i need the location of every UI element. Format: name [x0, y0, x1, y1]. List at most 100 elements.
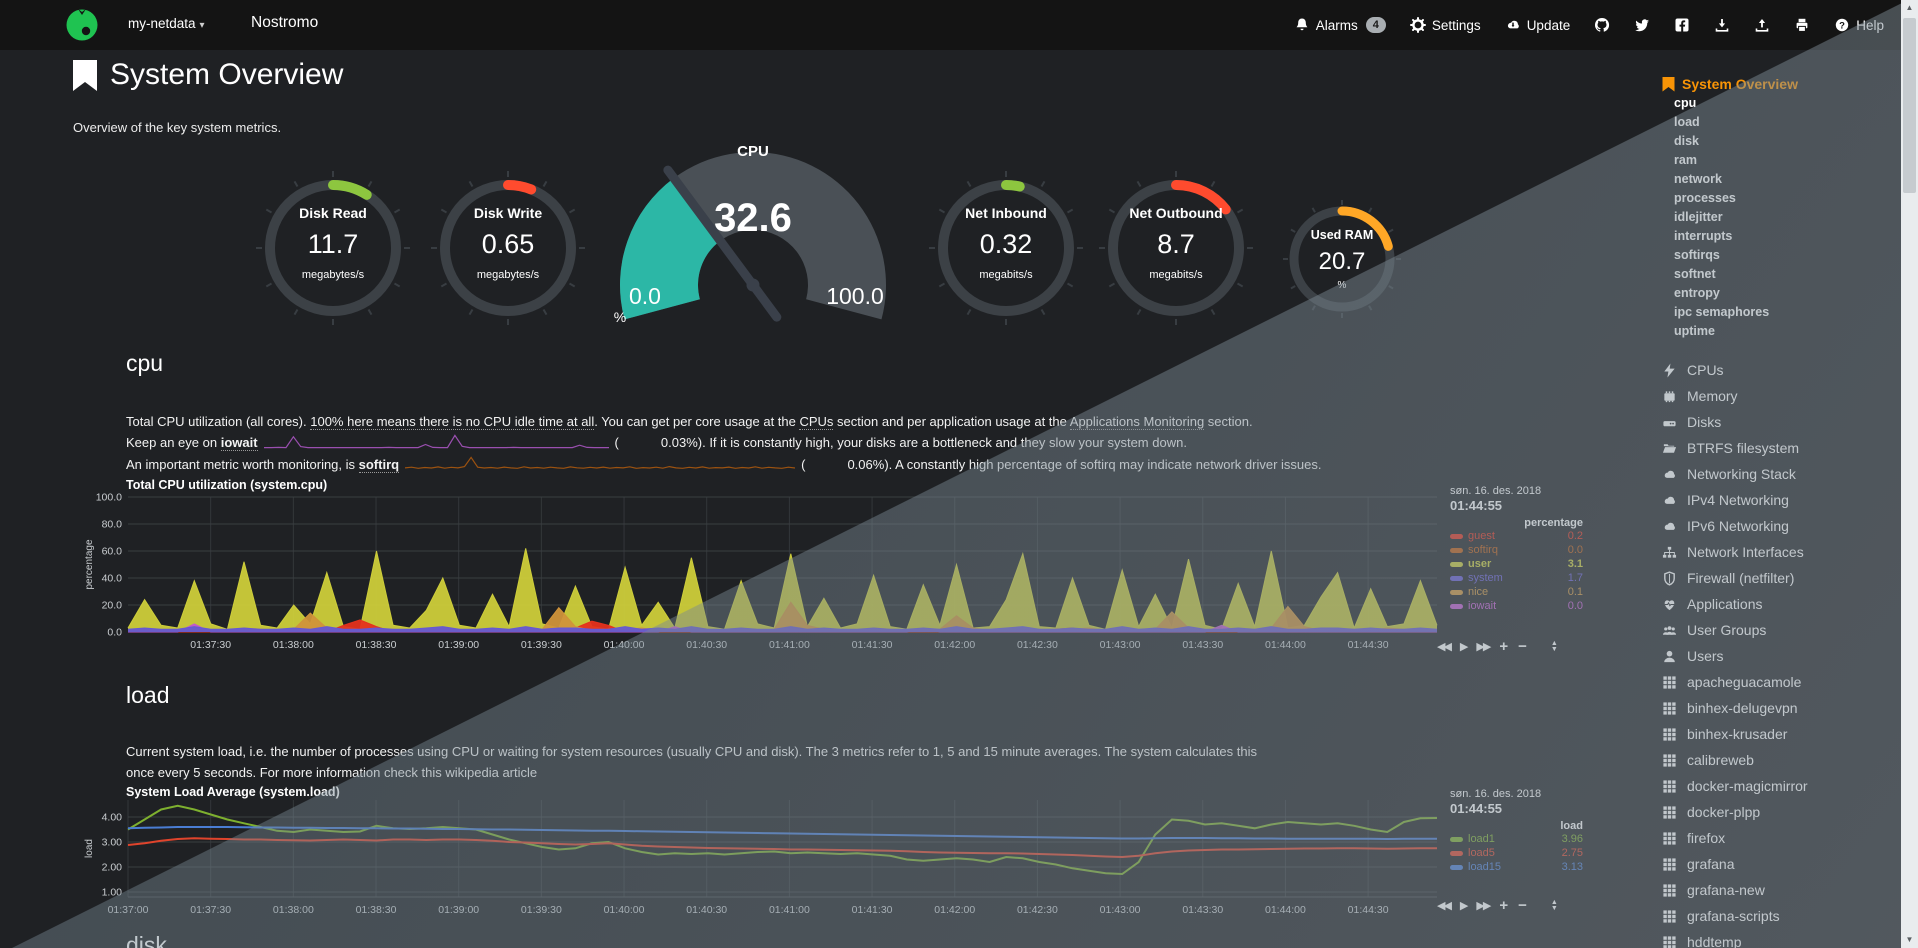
sidebar-menu: System Overview cpu load disk ram network pro… — [1662, 72, 1900, 948]
sidebar-subitem[interactable]: network — [1674, 172, 1722, 186]
sidebar-item[interactable]: binhex-krusader — [1662, 721, 1900, 747]
sidebar-subitem[interactable]: processes — [1674, 191, 1736, 205]
svg-text:01:42:30: 01:42:30 — [1017, 639, 1058, 651]
sidebar-item[interactable]: BTRFS filesystem — [1662, 435, 1900, 461]
twitter-icon[interactable] — [1634, 17, 1650, 33]
sidebar-item-label: Disks — [1687, 414, 1722, 430]
sidebar-item[interactable]: User Groups — [1662, 617, 1900, 643]
sidebar-item[interactable]: Users — [1662, 643, 1900, 669]
sidebar-item[interactable]: Memory — [1662, 383, 1900, 409]
sidebar-subitems: cpu load disk ram network processes idlejitter… — [1662, 96, 1900, 343]
sidebar-item-label: Firewall (netfilter) — [1687, 570, 1795, 586]
sidebar-item-label: Memory — [1687, 388, 1738, 404]
scroll-up-arrow[interactable]: ▲ — [1905, 3, 1914, 12]
svg-text:?: ? — [1839, 20, 1845, 31]
svg-text:01:38:30: 01:38:30 — [356, 904, 397, 916]
svg-text:01:39:00: 01:39:00 — [438, 904, 479, 916]
svg-text:01:42:00: 01:42:00 — [934, 904, 975, 916]
scroll-down-arrow[interactable]: ▼ — [1905, 935, 1914, 944]
upload-icon[interactable] — [1754, 17, 1770, 33]
sidebar-item[interactable]: CPUs — [1662, 357, 1900, 383]
svg-text:01:42:30: 01:42:30 — [1017, 904, 1058, 916]
sidebar-subitem[interactable]: entropy — [1674, 286, 1720, 300]
sidebar-subitem[interactable]: ram — [1674, 153, 1697, 167]
sidebar-item-label: calibreweb — [1687, 752, 1754, 768]
page-scrollbar[interactable]: ▲ ▼ — [1901, 0, 1918, 948]
sidebar-item[interactable]: docker-magicmirror — [1662, 773, 1900, 799]
svg-text:4.00: 4.00 — [102, 812, 123, 824]
sidebar-item[interactable]: Networking Stack — [1662, 461, 1900, 487]
sidebar-item[interactable]: firefox — [1662, 825, 1900, 851]
svg-text:1.00: 1.00 — [102, 887, 123, 899]
sidebar-item[interactable]: binhex-delugevpn — [1662, 695, 1900, 721]
sidebar-item[interactable]: Disks — [1662, 409, 1900, 435]
netdata-logo[interactable] — [64, 7, 100, 43]
sidebar-item[interactable]: grafana — [1662, 851, 1900, 877]
sidebar-item[interactable]: hddtemp — [1662, 929, 1900, 948]
svg-text:01:39:00: 01:39:00 — [438, 639, 479, 651]
sidebar-item[interactable]: grafana-scripts — [1662, 903, 1900, 929]
sidebar-item[interactable]: IPv4 Networking — [1662, 487, 1900, 513]
sidebar-subitem[interactable]: cpu — [1674, 96, 1697, 110]
sidebar-item-label: IPv4 Networking — [1687, 492, 1789, 508]
sidebar-item-label: Networking Stack — [1687, 466, 1796, 482]
github-icon[interactable] — [1594, 17, 1610, 33]
sidebar-item[interactable]: docker-plpp — [1662, 799, 1900, 825]
sidebar-item-label: BTRFS filesystem — [1687, 440, 1800, 456]
sidebar-item[interactable]: calibreweb — [1662, 747, 1900, 773]
sidebar-item-label: grafana-new — [1687, 882, 1765, 898]
svg-text:01:37:30: 01:37:30 — [190, 639, 231, 651]
alarms-label: Alarms — [1315, 17, 1358, 33]
settings-label: Settings — [1431, 17, 1481, 33]
sidebar-item-label: Applications — [1687, 596, 1763, 612]
sidebar-item[interactable]: grafana-new — [1662, 877, 1900, 903]
sidebar-item[interactable]: Applications — [1662, 591, 1900, 617]
svg-text:40.0: 40.0 — [102, 573, 123, 585]
svg-text:01:40:00: 01:40:00 — [604, 904, 645, 916]
svg-text:80.0: 80.0 — [102, 519, 123, 531]
svg-text:load: load — [84, 839, 95, 858]
settings-button[interactable]: Settings — [1409, 17, 1481, 33]
sidebar-item-label: User Groups — [1687, 622, 1767, 638]
cloud-download-icon — [1507, 20, 1519, 29]
sidebar-subitem[interactable]: softnet — [1674, 267, 1716, 281]
svg-text:01:43:00: 01:43:00 — [1100, 904, 1141, 916]
svg-text:01:44:30: 01:44:30 — [1348, 639, 1389, 651]
sidebar-subitem[interactable]: uptime — [1674, 324, 1715, 338]
sidebar-subitem[interactable]: idlejitter — [1674, 210, 1723, 224]
svg-text:2.00: 2.00 — [102, 862, 123, 874]
sidebar-item-system-overview[interactable]: System Overview — [1662, 72, 1900, 96]
hostname-label: my-netdata — [128, 16, 196, 31]
svg-text:01:43:00: 01:43:00 — [1100, 639, 1141, 651]
sidebar-subitem[interactable]: disk — [1674, 134, 1700, 148]
scrollbar-thumb[interactable] — [1903, 18, 1916, 193]
print-icon[interactable] — [1794, 17, 1810, 33]
brand-title: Nostromo — [251, 14, 319, 31]
sidebar-item[interactable]: Firewall (netfilter) — [1662, 565, 1900, 591]
hostname-dropdown[interactable]: my-netdata ▾ — [128, 16, 205, 31]
navbar-menu: Alarms 4 Settings Update ? Help — [1294, 0, 1884, 50]
svg-text:01:41:30: 01:41:30 — [852, 639, 893, 651]
sidebar-subitem[interactable]: softirqs — [1674, 248, 1720, 262]
svg-text:0.0: 0.0 — [107, 627, 122, 639]
svg-text:100.0: 100.0 — [96, 492, 122, 504]
sidebar-item-label: Network Interfaces — [1687, 544, 1804, 560]
update-label: Update — [1526, 17, 1571, 33]
sidebar-item-label: IPv6 Networking — [1687, 518, 1789, 534]
sidebar-subitem[interactable]: load — [1674, 115, 1700, 129]
sidebar-item[interactable]: IPv6 Networking — [1662, 513, 1900, 539]
svg-text:01:41:00: 01:41:00 — [769, 904, 810, 916]
alarms-button[interactable]: Alarms 4 — [1294, 17, 1386, 33]
sidebar-item[interactable]: Network Interfaces — [1662, 539, 1900, 565]
facebook-icon[interactable] — [1674, 17, 1690, 33]
svg-text:percentage: percentage — [84, 539, 95, 589]
sidebar-item-label: grafana — [1687, 856, 1735, 872]
update-button[interactable]: Update — [1505, 17, 1571, 33]
sidebar-item[interactable]: apacheguacamole — [1662, 669, 1900, 695]
svg-text:01:43:30: 01:43:30 — [1182, 904, 1223, 916]
download-icon[interactable] — [1714, 17, 1730, 33]
sidebar-subitem[interactable]: interrupts — [1674, 229, 1733, 243]
sidebar-subitem[interactable]: ipc semaphores — [1674, 305, 1770, 319]
help-button[interactable]: ? Help — [1834, 17, 1884, 33]
